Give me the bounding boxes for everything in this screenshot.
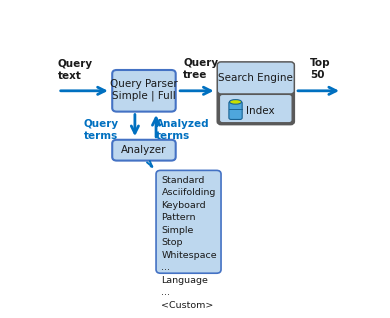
FancyBboxPatch shape xyxy=(112,140,176,161)
Text: Query Parser
Simple | Full: Query Parser Simple | Full xyxy=(110,79,178,100)
Text: Standard
Asciifolding
Keyboard
Pattern
Simple
Stop
Whitespace
...
Language
...
<: Standard Asciifolding Keyboard Pattern S… xyxy=(161,176,217,310)
FancyBboxPatch shape xyxy=(218,63,294,93)
Text: Top
50: Top 50 xyxy=(310,58,331,80)
Text: Query
tree: Query tree xyxy=(183,58,218,80)
FancyBboxPatch shape xyxy=(156,170,221,273)
Text: Query
text: Query text xyxy=(58,59,93,81)
FancyBboxPatch shape xyxy=(220,94,292,123)
Text: Analyzed
terms: Analyzed terms xyxy=(156,119,210,141)
Text: Search Engine: Search Engine xyxy=(218,73,293,83)
FancyBboxPatch shape xyxy=(218,63,294,124)
FancyBboxPatch shape xyxy=(229,101,242,120)
Text: Analyzer: Analyzer xyxy=(121,145,167,155)
Text: Index: Index xyxy=(246,106,275,116)
Text: Query
terms: Query terms xyxy=(83,119,119,141)
FancyBboxPatch shape xyxy=(112,70,176,112)
Ellipse shape xyxy=(229,100,241,104)
